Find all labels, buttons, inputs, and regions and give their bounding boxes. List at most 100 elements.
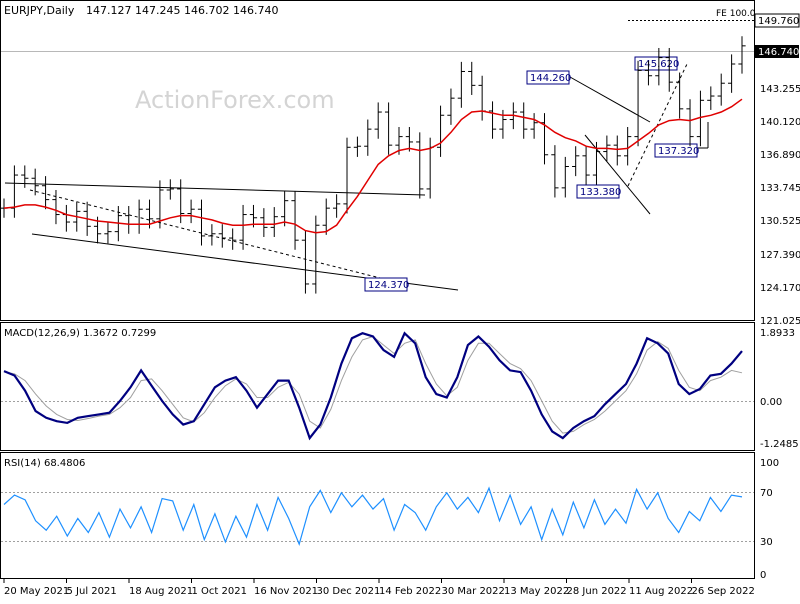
price-bar <box>229 228 237 250</box>
price-bar <box>478 75 486 121</box>
annotation-box <box>576 184 620 199</box>
price-bar <box>166 179 174 200</box>
price-bar <box>707 86 715 110</box>
price-bar <box>343 137 351 214</box>
price-bar <box>218 224 226 248</box>
price-bar <box>353 136 362 157</box>
price-bar <box>727 54 736 93</box>
target-price-box <box>754 13 800 28</box>
annotation-box <box>526 70 570 85</box>
price-y-tick: 130.525 <box>760 216 800 227</box>
price-bar <box>41 176 50 210</box>
annotation-137320: 137.320 <box>658 146 699 157</box>
annotation-box <box>634 56 678 71</box>
price-bar <box>270 207 278 237</box>
trend-line <box>4 182 426 196</box>
macd-series-layer <box>3 331 743 441</box>
price-y-tick: 143.255 <box>760 84 800 95</box>
price-bar <box>468 61 476 95</box>
price-bar <box>374 102 382 139</box>
x-tick-label: 5 Jul 2021 <box>67 586 117 597</box>
x-tick-label: 30 Mar 2022 <box>442 586 505 597</box>
annotation-133380: 133.380 <box>580 187 621 198</box>
price-y-tick: 121.025 <box>760 316 800 327</box>
price-bar <box>686 99 694 147</box>
price-bar <box>52 189 60 225</box>
price-bar <box>405 126 414 152</box>
price-bar <box>457 61 465 108</box>
price-bar <box>551 145 559 198</box>
price-bar <box>561 156 569 198</box>
trend-line <box>569 76 651 123</box>
price-bar <box>10 165 19 218</box>
price-annotations: 124.370 144.260 133.380 145.620 137.320 <box>364 56 699 292</box>
price-bar <box>31 168 39 196</box>
price-bar <box>21 165 29 188</box>
rsi-title: RSI(14) 68.4806 <box>4 458 85 469</box>
price-bar <box>332 194 341 218</box>
x-tick-label: 26 Sep 2022 <box>692 586 755 597</box>
price-bar <box>488 101 497 139</box>
price-bar <box>416 132 424 199</box>
macd-title: MACD(12,26,9) 1.3672 0.7299 <box>4 328 156 339</box>
x-tick-label: 14 Feb 2022 <box>379 586 441 597</box>
price-bar <box>655 47 663 86</box>
annotation-144260: 144.260 <box>530 73 571 84</box>
rsi-y-tick: 0 <box>760 570 766 581</box>
trend-lines <box>4 61 709 291</box>
x-tick-label: 11 Aug 2022 <box>629 586 693 597</box>
ohlc-label: 147.127 147.245 146.702 146.740 <box>86 4 278 17</box>
price-bar <box>239 204 247 250</box>
price-bar <box>384 102 393 155</box>
price-bar <box>675 72 684 119</box>
price-bar <box>312 215 320 294</box>
macd-y-tick: 0.00 <box>760 397 782 408</box>
price-bar <box>644 60 653 86</box>
current-price-box <box>755 45 799 58</box>
price-bar <box>62 204 71 232</box>
x-tick-label: 28 Jun 2022 <box>567 586 627 597</box>
trend-line <box>627 61 689 187</box>
price-bar <box>582 146 590 185</box>
price-bar <box>197 199 206 246</box>
price-bar <box>634 60 642 147</box>
price-bar <box>447 88 455 125</box>
price-bar <box>104 222 112 244</box>
price-bar <box>738 36 746 74</box>
x-tick-label: 20 May 2021 <box>4 586 69 597</box>
price-panel-frame <box>0 0 755 321</box>
price-bar <box>301 230 310 294</box>
price-y-tick: 124.170 <box>760 283 800 294</box>
price-bar <box>613 135 621 166</box>
watermark: ActionForex.com <box>135 86 335 114</box>
price-y-tick: 136.890 <box>760 150 800 161</box>
annotation-box <box>654 143 698 158</box>
rsi-y-tick: 70 <box>760 488 773 499</box>
price-bar <box>520 102 528 139</box>
price-series-layer <box>0 36 746 294</box>
price-bar <box>125 206 133 234</box>
macd-line <box>3 331 743 441</box>
price-y-axis: 143.255 140.120 136.890 133.745 130.525 … <box>760 84 800 327</box>
price-bar <box>665 47 673 92</box>
x-tick-label: 16 Nov 2021 <box>254 586 318 597</box>
rsi-y-tick: 30 <box>760 537 773 548</box>
annotation-124370: 124.370 <box>368 280 409 291</box>
price-y-tick: 133.745 <box>760 183 800 194</box>
price-bar <box>436 105 445 157</box>
x-tick-label: 13 May 2022 <box>504 586 569 597</box>
rsi-panel-frame <box>0 452 755 579</box>
x-tick-label: 18 Aug 2021 <box>129 586 193 597</box>
current-price-label: 146.740 <box>758 47 799 58</box>
macd-panel-frame <box>0 322 755 451</box>
price-bar <box>717 73 725 106</box>
price-bar <box>530 113 538 139</box>
price-bar <box>208 224 216 246</box>
macd-signal-line <box>3 335 743 434</box>
rsi-y-tick: 100 <box>760 458 779 469</box>
price-bar <box>281 191 289 227</box>
moving-average-line <box>3 98 743 234</box>
